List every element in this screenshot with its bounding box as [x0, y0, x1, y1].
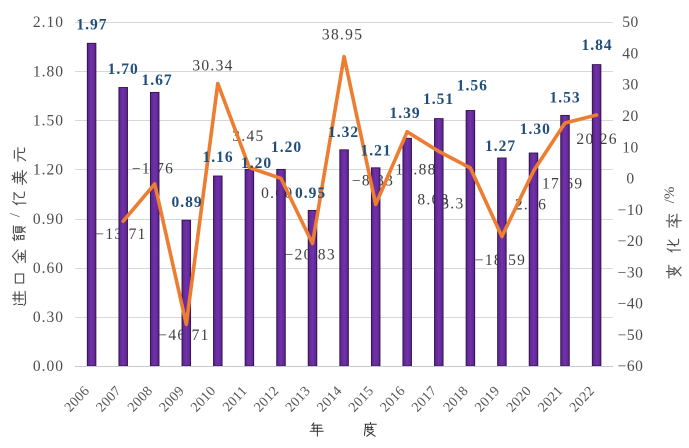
svg-text:1.56: 1.56 — [457, 78, 488, 95]
svg-text:1.53: 1.53 — [549, 90, 580, 107]
svg-text:−10: −10 — [618, 202, 644, 219]
svg-text:−60: −60 — [618, 358, 644, 375]
svg-text:1.80: 1.80 — [33, 63, 64, 80]
svg-text:0.89: 0.89 — [171, 194, 202, 211]
svg-text:30: 30 — [622, 77, 639, 94]
svg-text:20: 20 — [622, 108, 639, 125]
svg-text:0.60: 0.60 — [33, 260, 64, 277]
svg-text:−20: −20 — [618, 233, 644, 250]
svg-text:1.20: 1.20 — [271, 139, 302, 156]
svg-text:1.67: 1.67 — [141, 72, 172, 89]
svg-text:1.97: 1.97 — [76, 17, 107, 34]
svg-text:2.10: 2.10 — [33, 14, 64, 31]
svg-text:1.16: 1.16 — [202, 149, 233, 166]
svg-text:1.27: 1.27 — [485, 138, 516, 155]
svg-text:/: / — [8, 212, 24, 217]
svg-text:10: 10 — [622, 139, 639, 156]
svg-text:1.32: 1.32 — [328, 124, 359, 141]
svg-text:1.84: 1.84 — [581, 37, 612, 54]
svg-text:/%: /% — [662, 187, 678, 204]
svg-text:0.95: 0.95 — [295, 185, 326, 202]
svg-text:0.30: 0.30 — [33, 309, 64, 326]
svg-text:40: 40 — [622, 46, 639, 63]
svg-text:1.50: 1.50 — [33, 113, 64, 130]
svg-text:1.20: 1.20 — [241, 155, 272, 172]
svg-text:1.20: 1.20 — [33, 162, 64, 179]
svg-text:30.34: 30.34 — [192, 58, 233, 75]
svg-text:1.51: 1.51 — [423, 91, 454, 108]
svg-text:0: 0 — [626, 171, 634, 188]
svg-text:0.00: 0.00 — [33, 358, 64, 375]
svg-text:1.30: 1.30 — [520, 121, 551, 138]
svg-text:0.90: 0.90 — [33, 211, 64, 228]
svg-text:14.88: 14.88 — [395, 162, 436, 179]
svg-text:−40: −40 — [618, 296, 644, 313]
svg-text:1.70: 1.70 — [108, 61, 139, 78]
svg-text:−30: −30 — [618, 264, 644, 281]
svg-text:1.39: 1.39 — [389, 105, 420, 122]
svg-text:1.21: 1.21 — [360, 143, 391, 160]
svg-text:−50: −50 — [618, 327, 644, 344]
svg-text:50: 50 — [622, 14, 639, 31]
svg-text:38.95: 38.95 — [322, 26, 363, 43]
svg-text:3.31: 3.31 — [441, 196, 473, 213]
